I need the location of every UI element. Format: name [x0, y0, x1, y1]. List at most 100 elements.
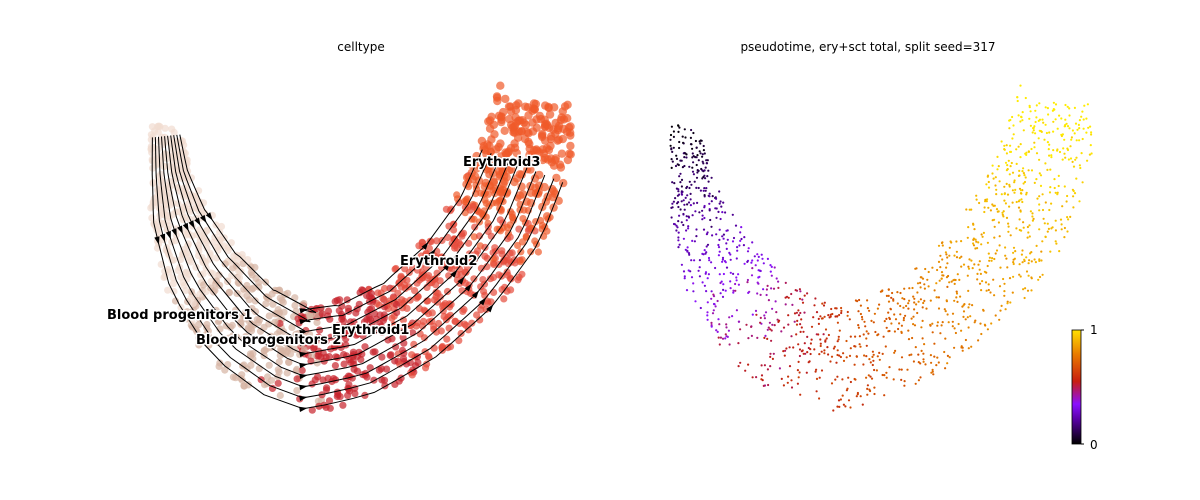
pseudotime-point [1021, 119, 1024, 122]
pseudotime-point [687, 201, 691, 204]
pseudotime-point [829, 313, 832, 316]
pseudotime-point [755, 313, 758, 316]
pseudotime-point [790, 292, 793, 296]
pseudotime-point [771, 323, 774, 326]
streamline-arrow [154, 236, 160, 245]
pseudotime-point [720, 205, 723, 208]
pseudotime-point [974, 247, 977, 250]
pseudotime-point [837, 338, 840, 341]
pseudotime-point [806, 351, 809, 354]
pseudotime-point [923, 283, 926, 286]
pseudotime-point [802, 330, 805, 333]
celltype-point [520, 134, 530, 144]
pseudotime-point [1016, 96, 1019, 99]
pseudotime-point [1000, 193, 1003, 196]
pseudotime-point [890, 322, 893, 325]
celltype-point [251, 297, 259, 305]
pseudotime-point [790, 386, 794, 389]
pseudotime-point [836, 405, 839, 408]
pseudotime-point [931, 368, 934, 371]
pseudotime-point [836, 375, 839, 378]
pseudotime-point [754, 309, 758, 312]
pseudotime-point [701, 214, 704, 217]
celltype-point [331, 297, 339, 306]
pseudotime-point [751, 259, 754, 262]
pseudotime-point [1022, 182, 1025, 185]
pseudotime-point [946, 256, 949, 259]
pseudotime-point [946, 285, 949, 288]
pseudotime-point [1046, 141, 1049, 144]
pseudotime-point [724, 289, 727, 292]
pseudotime-point [1063, 152, 1066, 155]
pseudotime-point [940, 241, 944, 245]
pseudotime-point [980, 332, 983, 336]
pseudotime-point [718, 250, 721, 253]
pseudotime-point [823, 349, 826, 352]
pseudotime-point [1038, 203, 1041, 206]
pseudotime-point [968, 208, 971, 211]
pseudotime-point [1030, 276, 1033, 279]
celltype-point [169, 256, 178, 264]
pseudotime-point [1029, 124, 1032, 127]
pseudotime-point [678, 193, 681, 196]
pseudotime-point [695, 146, 698, 149]
pseudotime-point [712, 309, 715, 312]
pseudotime-point [784, 281, 787, 284]
celltype-point [399, 355, 408, 363]
pseudotime-point [1056, 127, 1059, 130]
pseudotime-point [994, 184, 997, 187]
pseudotime-point [818, 353, 821, 356]
pseudotime-point [1072, 165, 1076, 168]
celltype-point [538, 155, 547, 165]
pseudotime-point [695, 235, 698, 238]
pseudotime-point [735, 309, 739, 312]
pseudotime-point [773, 324, 776, 327]
streamline-arrow [443, 262, 451, 271]
celltype-point [372, 315, 380, 323]
pseudotime-point [1035, 104, 1038, 107]
pseudotime-point [1034, 132, 1037, 135]
pseudotime-point [995, 208, 999, 211]
pseudotime-point [1041, 118, 1044, 121]
pseudotime-point [1033, 258, 1036, 261]
pseudotime-point [1006, 300, 1009, 303]
celltype-point [500, 295, 508, 303]
celltype-point [566, 128, 575, 137]
celltype-point [284, 333, 292, 342]
pseudotime-point [695, 186, 698, 189]
pseudotime-point [865, 330, 868, 333]
pseudotime-point [717, 336, 720, 339]
celltype-point [293, 387, 301, 395]
pseudotime-point [782, 384, 786, 387]
pseudotime-point [691, 152, 694, 155]
celltype-point [497, 117, 506, 127]
pseudotime-point [835, 361, 838, 364]
pseudotime-point [968, 303, 971, 306]
pseudotime-point [919, 286, 922, 289]
pseudotime-point [922, 352, 925, 355]
pseudotime-point [1017, 145, 1020, 148]
pseudotime-point [718, 323, 721, 326]
pseudotime-point [812, 316, 815, 319]
pseudotime-point [678, 214, 681, 217]
pseudotime-point [702, 189, 705, 192]
celltype-point [451, 244, 459, 252]
pseudotime-point [1038, 172, 1041, 175]
celltype-point [366, 305, 374, 314]
streamline-arrow [464, 283, 472, 292]
celltype-point [379, 295, 387, 303]
colorbar-gradient [1071, 329, 1082, 445]
pseudotime-point [796, 369, 800, 372]
celltype-point [374, 289, 382, 297]
pseudotime-point [988, 259, 991, 262]
celltype-point [313, 318, 321, 327]
celltype-point [342, 327, 350, 335]
pseudotime-point [986, 328, 990, 331]
pseudotime-point [967, 347, 970, 350]
label-erythroid2: Erythroid2 [400, 254, 477, 269]
pseudotime-point [885, 371, 888, 374]
pseudotime-point [691, 214, 694, 217]
pseudotime-point [929, 354, 933, 357]
pseudotime-point [1056, 193, 1059, 196]
celltype-point [487, 135, 496, 144]
